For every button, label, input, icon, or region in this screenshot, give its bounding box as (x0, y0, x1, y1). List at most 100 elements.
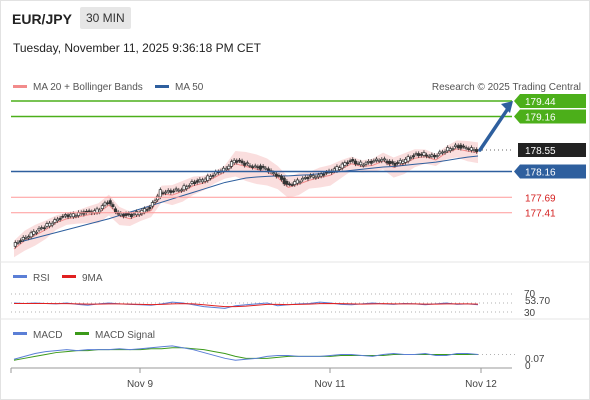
candle-body (222, 167, 226, 172)
support-level-label: 177.41 (525, 209, 556, 220)
candle-body (48, 222, 52, 227)
candle-body (148, 206, 152, 210)
candle-body (61, 215, 65, 218)
candle-body (403, 158, 408, 163)
candle-body (203, 178, 207, 182)
candle-body (232, 159, 236, 164)
candle-body (472, 149, 476, 151)
pivot-level-label: 178.16 (525, 167, 556, 178)
candle-body (58, 217, 62, 220)
candle-body (153, 200, 157, 203)
candle-body (193, 181, 197, 185)
candle-body (87, 210, 91, 213)
candle-body (224, 167, 228, 171)
candle-body (34, 231, 38, 234)
rsi-level-30: 30 (524, 308, 536, 319)
candle-body (13, 242, 17, 247)
candle-body (338, 167, 342, 170)
candle-body (272, 172, 276, 175)
candle-body (280, 175, 284, 180)
candle-body (372, 160, 376, 163)
legend-swatch-ma20 (13, 85, 27, 88)
candle-body (414, 153, 418, 156)
candle-body (295, 179, 299, 184)
candle-body (119, 212, 123, 216)
legend-swatch-ma50 (155, 85, 169, 88)
rsi-legend: RSI 9MA (13, 273, 103, 284)
candle-body (145, 209, 149, 211)
candle-body (385, 160, 389, 164)
candle-body (95, 208, 99, 213)
candle-body (264, 167, 268, 170)
x-tick-label: Nov 11 (315, 379, 346, 390)
candle-body (29, 232, 33, 238)
candle-body (26, 236, 31, 239)
candle-body (42, 227, 46, 230)
candle-body (256, 166, 260, 169)
candle-body (393, 162, 397, 166)
candle-body (140, 210, 144, 215)
candle-body (127, 213, 131, 216)
candle-body (142, 208, 147, 213)
candle-body (306, 176, 310, 180)
candle-body (240, 160, 244, 164)
candle-body (382, 158, 386, 161)
candle-body (103, 202, 107, 206)
candle-body (475, 149, 479, 152)
candle-body (322, 173, 326, 176)
candle-body (461, 145, 466, 148)
projection-arrowhead (501, 101, 513, 114)
candle-body (245, 162, 249, 165)
candle-body (301, 177, 305, 181)
candle-body (340, 163, 344, 169)
candle-body (69, 213, 73, 217)
candle-body (419, 153, 423, 156)
candle-body (285, 180, 289, 185)
candle-body (396, 162, 400, 164)
candle-body (50, 222, 54, 226)
candle-body (388, 160, 392, 165)
candle-body (243, 162, 247, 166)
candle-body (440, 151, 444, 154)
candle-body (174, 188, 178, 191)
timeframe-badge[interactable]: 30 MIN (80, 7, 131, 29)
candle-body (277, 175, 281, 177)
candle-body (425, 154, 429, 157)
candle-body (195, 180, 199, 183)
candle-body (311, 175, 315, 178)
candle-body (71, 213, 75, 218)
main-legend: MA 20 + Bollinger Bands MA 50 (13, 82, 204, 93)
ma20-line (13, 148, 479, 250)
candle-body (374, 158, 379, 161)
candle-body (324, 171, 328, 174)
candle-body (19, 240, 23, 243)
candle-body (369, 160, 373, 164)
candle-body (430, 154, 434, 157)
current-price-box (518, 143, 586, 157)
candle-body (356, 162, 360, 165)
price-levels: 179.44 179.16 178.55 178.16 177.69 177.41 (11, 94, 586, 220)
candle-body (454, 144, 458, 147)
legend-macd: MACD (33, 330, 62, 341)
candle-body (63, 214, 67, 217)
candle-body (53, 219, 57, 223)
candle-body (16, 241, 20, 244)
candle-body (293, 181, 297, 185)
candle-body (332, 168, 336, 172)
candle-body (435, 155, 439, 157)
candle-body (390, 161, 394, 164)
candle-body (298, 181, 302, 184)
candle-body (359, 161, 363, 166)
candle-body (251, 166, 255, 168)
candle-body (446, 147, 450, 152)
candle-body (121, 214, 125, 217)
datetime-label: Tuesday, November 11, 2025 9:36:18 PM CE… (13, 41, 261, 55)
candle-body (55, 218, 60, 222)
candle-body (185, 186, 189, 190)
candle-body (261, 165, 265, 168)
candle-body (237, 159, 241, 162)
price-plot (13, 140, 479, 258)
candle-body (66, 214, 70, 218)
candle-body (345, 162, 350, 165)
candle-body (409, 157, 413, 159)
